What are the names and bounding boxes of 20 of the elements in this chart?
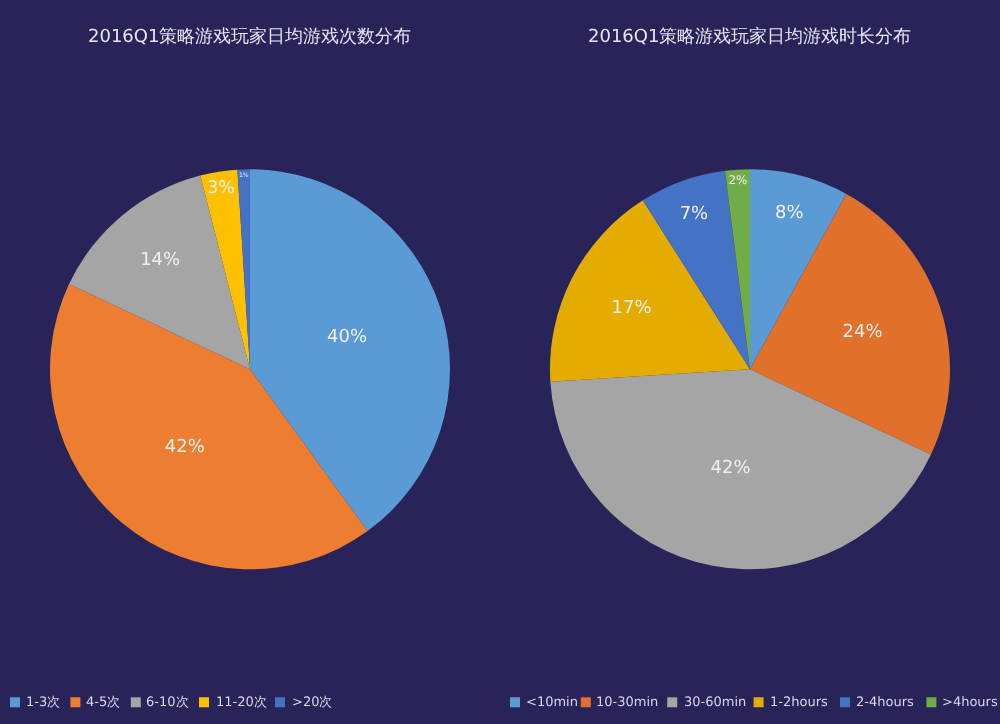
data-label: 3%: [207, 178, 235, 199]
data-label: 7%: [679, 204, 710, 225]
data-label: 42%: [710, 459, 752, 480]
pie-slice: [250, 169, 450, 532]
pie-slice: [724, 169, 750, 370]
pie-slice: [50, 284, 368, 570]
pie-slice: [750, 169, 847, 370]
data-label: 24%: [842, 322, 884, 343]
pie-slice: [550, 200, 750, 382]
data-label: 14%: [140, 251, 182, 272]
chart-title: 2016Q1策略游戏玩家日均游戏次数分布: [88, 26, 412, 48]
pie-slice: [550, 369, 931, 570]
chart-title: 2016Q1策略游戏玩家日均游戏时长分布: [588, 26, 912, 48]
pie-slice: [750, 193, 950, 455]
data-label: 8%: [775, 204, 805, 225]
data-label: 40%: [327, 327, 368, 348]
data-label: 42%: [164, 437, 206, 458]
pie-slice: [200, 169, 250, 370]
data-label: 17%: [611, 299, 653, 320]
pie-slice: [69, 175, 250, 370]
